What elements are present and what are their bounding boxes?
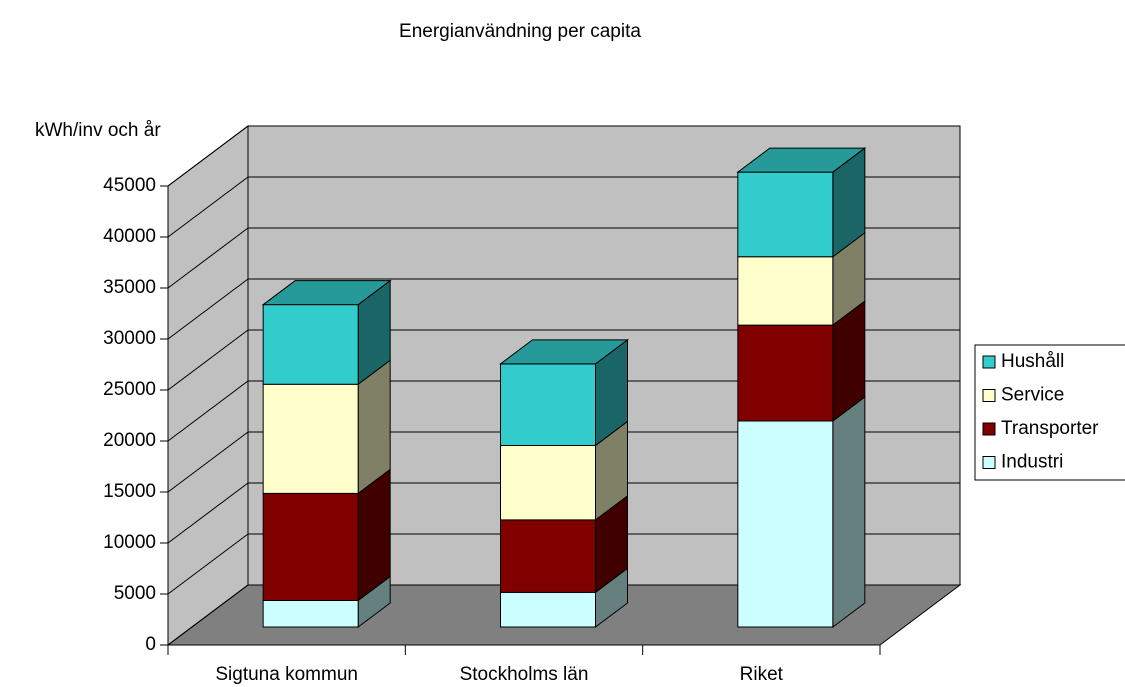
grid-line bbox=[167, 278, 249, 340]
x-tick-label: Stockholms län bbox=[460, 664, 589, 685]
legend-swatch bbox=[982, 389, 996, 402]
grid-line bbox=[167, 584, 249, 646]
grid-line bbox=[167, 533, 249, 595]
grid-line bbox=[167, 482, 249, 544]
legend-label: Transporter bbox=[1001, 418, 1099, 439]
bar bbox=[262, 492, 359, 601]
y-tick-label: 10000 bbox=[103, 532, 156, 553]
bar bbox=[262, 599, 359, 628]
bar-side bbox=[832, 395, 866, 628]
grid-line bbox=[167, 329, 249, 391]
bar bbox=[262, 383, 359, 494]
bar bbox=[737, 420, 834, 628]
y-tick-label: 25000 bbox=[103, 379, 156, 400]
legend-swatch bbox=[982, 422, 996, 436]
legend-box bbox=[974, 344, 1125, 481]
grid-line bbox=[167, 431, 249, 493]
x-tick-label: Sigtuna kommun bbox=[215, 664, 358, 685]
y-tick-label: 30000 bbox=[103, 328, 156, 349]
legend-label: Industri bbox=[1001, 452, 1063, 473]
bar bbox=[500, 444, 596, 521]
x-tick-label: Riket bbox=[740, 664, 784, 685]
y-tick-label: 0 bbox=[145, 634, 156, 655]
bar bbox=[737, 171, 834, 258]
legend-label: Service bbox=[1001, 385, 1064, 406]
grid-line bbox=[167, 125, 249, 187]
side-wall bbox=[167, 125, 249, 646]
bar bbox=[262, 304, 359, 385]
bar-top bbox=[736, 147, 867, 173]
bar bbox=[500, 591, 596, 628]
y-tick-label: 40000 bbox=[103, 226, 156, 247]
bar bbox=[737, 324, 834, 422]
legend-swatch bbox=[982, 355, 996, 369]
bar bbox=[500, 363, 596, 446]
y-tick-label: 20000 bbox=[103, 430, 156, 451]
y-tick-label: 5000 bbox=[114, 583, 156, 604]
grid-line bbox=[167, 227, 249, 289]
bar-top bbox=[499, 339, 629, 365]
bar bbox=[737, 256, 834, 326]
legend-label: Hushåll bbox=[1001, 351, 1064, 372]
y-tick-label: 35000 bbox=[103, 277, 156, 298]
y-tick-label: 45000 bbox=[103, 175, 156, 196]
legend-swatch bbox=[982, 456, 996, 469]
chart-title: Energianvändning per capita bbox=[399, 21, 641, 42]
grid-line bbox=[167, 176, 249, 238]
y-axis-label: kWh/inv och år bbox=[35, 120, 161, 141]
y-tick-label: 15000 bbox=[103, 481, 156, 502]
bar bbox=[500, 519, 596, 593]
bar-top bbox=[261, 280, 392, 306]
grid-line bbox=[167, 380, 249, 442]
